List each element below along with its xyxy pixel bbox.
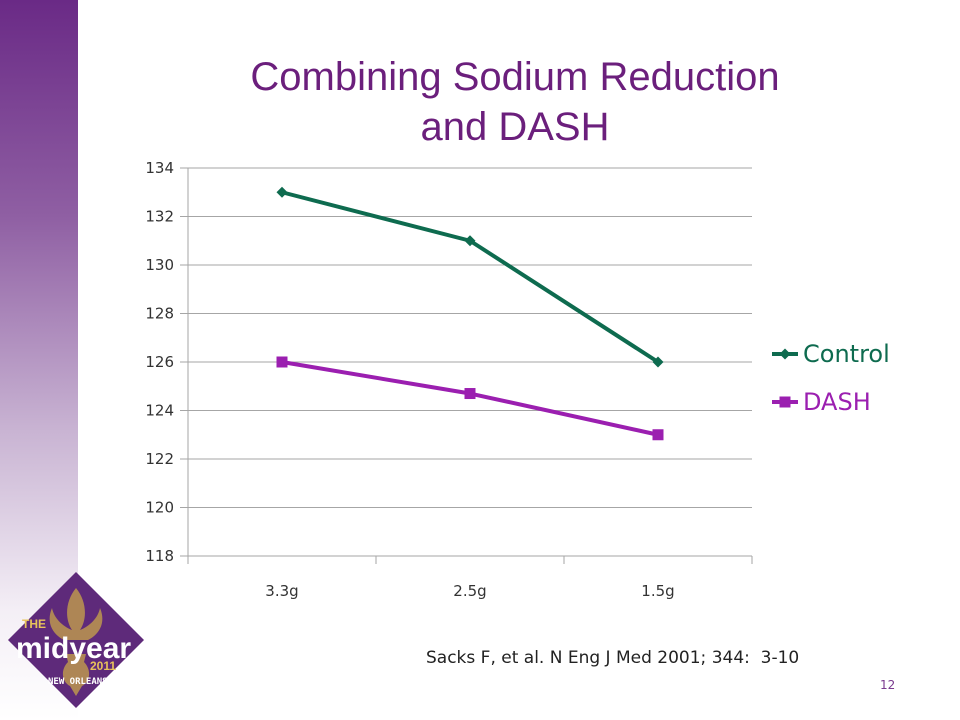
y-tick-label: 134 (145, 159, 174, 177)
data-point-dash (276, 356, 288, 368)
x-tick-label: 2.5g (453, 582, 486, 600)
y-tick-label: 122 (145, 450, 174, 468)
y-tick-label: 118 (145, 547, 174, 565)
chart-series (276, 186, 664, 441)
logo-year: 2011 (90, 659, 116, 673)
legend-label-dash: DASH (803, 388, 871, 416)
y-tick-label: 126 (145, 353, 174, 371)
y-tick-label: 132 (145, 208, 174, 226)
data-point-control (276, 186, 288, 198)
y-tick-label: 120 (145, 499, 174, 517)
slide-title: Combining Sodium Reduction and DASH (180, 52, 850, 152)
data-point-control (652, 356, 664, 368)
chart-grid (180, 167, 752, 557)
logo-the: THE (22, 617, 46, 631)
fleur-de-lis-icon (49, 588, 103, 696)
series-line-control (281, 190, 660, 364)
chart-legend: Control DASH (772, 340, 890, 416)
midyear-logo: THE midyear 2011 NEW ORLEANS (8, 572, 144, 708)
title-line-2: and DASH (420, 105, 610, 149)
logo-midyear: midyear (16, 632, 131, 665)
x-axis: 3.3g 2.5g 1.5g (187, 556, 753, 600)
citation: Sacks F, et al. N Eng J Med 2001; 344: 3… (426, 648, 800, 668)
page-number: 12 (880, 678, 896, 692)
legend-marker (779, 348, 791, 360)
x-tick-label: 1.5g (641, 582, 674, 600)
data-point-dash (464, 388, 476, 400)
y-axis-ticks: 118 120 122 124 126 128 130 132 134 (145, 159, 174, 565)
title-line-1: Combining Sodium Reduction (250, 55, 780, 99)
logo-city: NEW ORLEANS (48, 677, 108, 687)
legend-marker (779, 396, 791, 408)
y-tick-label: 124 (145, 402, 174, 420)
legend-label-control: Control (803, 340, 890, 368)
y-tick-label: 128 (145, 305, 174, 323)
data-point-control (464, 235, 476, 247)
data-point-dash (652, 429, 664, 441)
y-tick-label: 130 (145, 256, 174, 274)
x-tick-label: 3.3g (265, 582, 298, 600)
